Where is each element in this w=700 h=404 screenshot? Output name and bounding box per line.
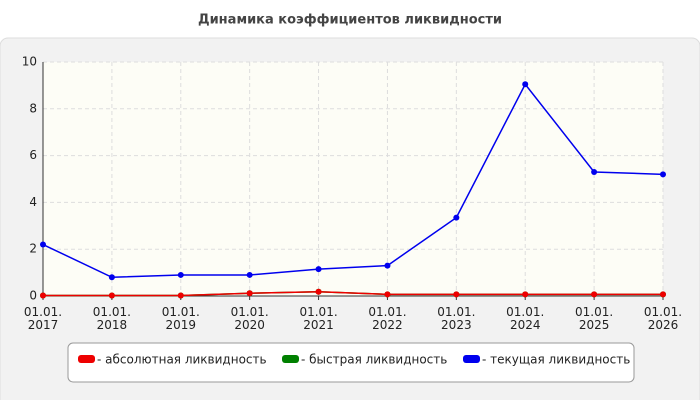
point [591, 168, 598, 175]
point [660, 291, 666, 298]
x-tick-label: 01.01. 2025 [575, 305, 613, 332]
point [40, 292, 46, 299]
point [40, 241, 46, 248]
legend [67, 342, 635, 383]
x-tick-label: 01.01. 2021 [299, 305, 337, 332]
point [177, 271, 184, 278]
y-tick-label: 2 [29, 242, 37, 256]
series-line [43, 291, 663, 297]
point [384, 291, 391, 298]
series-line [42, 82, 664, 279]
legend-swatch [78, 355, 95, 363]
point [108, 274, 115, 281]
x-tick-label: 01.01. 2019 [162, 305, 200, 332]
plot-area [43, 62, 663, 296]
y-tick-label: 4 [29, 195, 37, 209]
point [246, 271, 253, 278]
x-tick-label: 01.01. 2020 [231, 305, 269, 332]
point [453, 214, 460, 221]
legend-label: - абсолютная ликвидность [97, 353, 267, 367]
point [108, 292, 115, 299]
point [177, 292, 184, 299]
x-tick-label: 01.01. 2017 [24, 305, 62, 332]
point [522, 81, 529, 88]
y-tick-label: 8 [29, 101, 37, 115]
x-tick-label: 01.01. 2018 [93, 305, 131, 332]
y-tick-label: 6 [29, 148, 37, 162]
point [522, 291, 529, 298]
y-tick-label: 10 [22, 55, 37, 69]
point [384, 262, 391, 269]
point [315, 266, 322, 273]
y-tick-label: 0 [29, 289, 37, 303]
x-tick-label: 01.01. 2026 [644, 305, 682, 332]
legend-label: - быстрая ликвидность [301, 353, 447, 367]
point [246, 290, 253, 297]
point [660, 171, 666, 178]
x-tick-label: 01.01. 2024 [506, 305, 544, 332]
chart-title: Динамика коэффициентов ликвидности [198, 13, 502, 28]
point [315, 288, 322, 295]
legend-swatch [463, 355, 480, 363]
legend-label: - текущая ликвидность [482, 353, 630, 367]
x-tick-label: 01.01. 2023 [437, 305, 475, 332]
legend-swatch [282, 355, 299, 363]
x-tick-label: 01.01. 2022 [368, 305, 406, 332]
point [453, 291, 460, 298]
point [591, 291, 598, 298]
